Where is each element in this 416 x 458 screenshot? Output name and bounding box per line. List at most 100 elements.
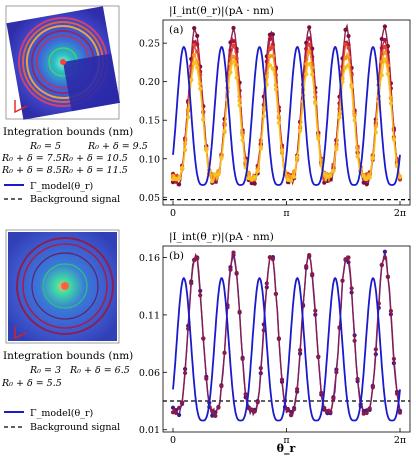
data-point [394, 391, 400, 396]
data-point [255, 169, 260, 174]
data-point [219, 384, 224, 389]
data-point [189, 78, 194, 83]
data-point [355, 376, 360, 382]
x-tick-label: 2π [394, 435, 406, 446]
data-point [388, 101, 393, 106]
data-point [382, 24, 387, 29]
data-point [307, 42, 312, 47]
data-point [328, 173, 333, 178]
data-point [325, 173, 330, 179]
data-point [349, 286, 354, 291]
data-point [273, 291, 278, 297]
legend-entry: R₀ + δ = 8.5 [1, 165, 62, 176]
data-point [189, 281, 194, 286]
data-point [237, 103, 242, 108]
data-point [219, 156, 224, 161]
data-point [385, 71, 390, 76]
data-point [292, 407, 297, 412]
data-point [316, 136, 321, 141]
data-point [307, 253, 312, 258]
data-point [379, 73, 384, 78]
legend-entry: R₀ + δ = 9.5 [87, 141, 148, 152]
legend-title: Integration bounds (nm) [3, 350, 133, 362]
plot-panel-b: 0.01 0.06 0.11 0.16 0 π 2π |I_int(θ_r)|(pA · nm… [139, 231, 411, 446]
data-point [270, 66, 275, 71]
data-point [307, 25, 312, 30]
data-point [319, 390, 324, 395]
data-point [391, 356, 396, 361]
data-point [243, 392, 248, 397]
data-point [379, 263, 384, 268]
data-point [382, 37, 387, 43]
data-point [210, 413, 215, 418]
y-axis-label: |I_int(θ_r)|(pA · nm) [169, 5, 274, 18]
data-point [304, 264, 309, 269]
data-point [270, 257, 275, 262]
y-tick-label: 0.05 [139, 193, 160, 204]
data-point [334, 147, 339, 152]
data-point [382, 50, 387, 55]
data-point [177, 405, 182, 410]
y-tick-label: 0.20 [139, 77, 160, 88]
data-point [173, 410, 179, 415]
data-point [288, 413, 294, 418]
data-point [204, 148, 209, 153]
y-tick-label: 0.25 [139, 39, 160, 50]
data-point [195, 65, 200, 70]
background-legend-label: Background signal [30, 422, 120, 433]
data-point [307, 62, 312, 67]
data-point [343, 27, 348, 32]
x-tick-label: π [283, 435, 289, 446]
data-point [201, 336, 206, 341]
data-point [388, 308, 393, 314]
y-tick-label: 0.15 [139, 116, 160, 127]
data-point [273, 87, 278, 92]
data-point [346, 55, 351, 60]
data-point [264, 82, 269, 87]
data-point [186, 115, 191, 120]
data-point [307, 36, 312, 41]
data-point [346, 63, 351, 68]
data-point [355, 154, 360, 159]
data-point [382, 44, 387, 50]
data-point [373, 130, 378, 135]
data-point [183, 147, 188, 153]
data-point [276, 120, 281, 125]
data-point [270, 53, 275, 59]
data-point [397, 410, 403, 415]
data-point [258, 366, 263, 371]
data-point [213, 413, 218, 418]
data-point [252, 181, 257, 186]
data-point [349, 84, 354, 90]
data-point [234, 63, 239, 68]
data-point [382, 255, 387, 260]
data-point [352, 118, 357, 123]
data-point [216, 172, 221, 177]
x-axis-label: θ_r [277, 442, 296, 456]
data-point [195, 49, 200, 54]
y-tick-label: 0.10 [139, 154, 160, 165]
data-point [234, 270, 239, 275]
data-point [240, 138, 245, 143]
data-point [195, 256, 200, 261]
legend-entry: R₀ + δ = 7.5 [1, 153, 62, 164]
x-tick-label: 0 [170, 435, 176, 446]
data-point [340, 278, 345, 283]
plot-panel-a: 0.05 0.10 0.15 0.20 0.25 0 π 2π |I_int(θ_r)|(pA … [139, 5, 411, 219]
data-point [288, 178, 294, 183]
data-point [180, 165, 185, 170]
data-point [270, 45, 275, 50]
data-point [267, 63, 272, 68]
data-point [279, 377, 285, 382]
data-point [310, 272, 315, 277]
data-point [298, 348, 303, 353]
data-point [328, 409, 333, 414]
data-point [337, 115, 342, 120]
x-tick-label: 0 [170, 208, 176, 219]
data-point [264, 281, 269, 286]
data-point [213, 172, 218, 177]
data-point [198, 86, 203, 91]
y-tick-label: 0.06 [139, 368, 160, 379]
data-point [231, 59, 236, 64]
data-point [249, 177, 254, 182]
